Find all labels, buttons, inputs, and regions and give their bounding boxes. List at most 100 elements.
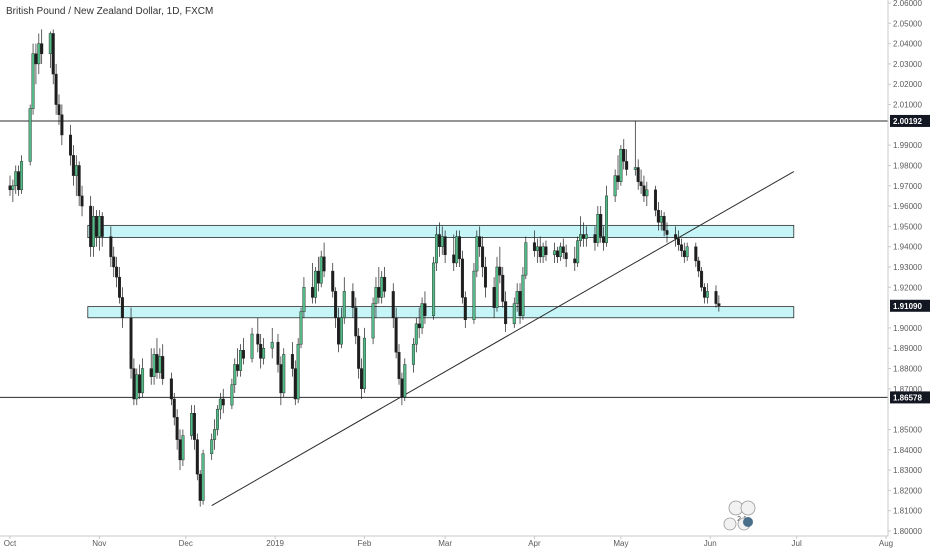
candle xyxy=(40,29,44,64)
candle xyxy=(633,120,637,176)
candle-body xyxy=(109,236,113,258)
candle-body xyxy=(115,266,119,278)
candle xyxy=(158,348,162,379)
candle xyxy=(319,250,323,288)
candle xyxy=(613,169,617,203)
candle-body xyxy=(653,189,657,211)
candle-body xyxy=(31,53,35,109)
candle-body xyxy=(495,266,499,308)
candle-body xyxy=(201,453,205,501)
y-tick-label: 1.81000 xyxy=(893,507,922,516)
candle-body xyxy=(512,303,516,325)
candle-body xyxy=(515,291,519,304)
price-tag-label: 1.86578 xyxy=(893,393,922,402)
candle-body xyxy=(411,343,415,365)
x-tick-label: Feb xyxy=(358,539,372,548)
widget-bottom-left-icon[interactable] xyxy=(723,517,737,531)
candle xyxy=(403,358,407,402)
y-tick-label: 1.84000 xyxy=(893,446,922,455)
trendline-layer xyxy=(211,171,795,507)
candle-body xyxy=(538,246,542,258)
candle xyxy=(270,327,274,359)
candle xyxy=(642,175,646,203)
candle xyxy=(616,155,620,190)
zone-2[interactable] xyxy=(87,306,795,319)
x-tick-label: Oct xyxy=(4,539,17,548)
candle-body xyxy=(483,266,487,288)
candle xyxy=(495,256,499,312)
candle xyxy=(377,267,381,304)
candle xyxy=(11,179,15,203)
candle xyxy=(57,94,61,125)
candle xyxy=(380,271,384,304)
y-tick-label: 1.92000 xyxy=(893,283,922,292)
y-tick-label: 1.85000 xyxy=(893,425,922,434)
candle xyxy=(89,195,93,257)
candle xyxy=(472,262,476,324)
candle xyxy=(584,226,588,247)
candle xyxy=(677,230,681,251)
y-tick-label: 1.93000 xyxy=(893,263,922,272)
candle-body xyxy=(437,234,441,247)
trendline[interactable] xyxy=(211,171,795,507)
candle xyxy=(360,358,364,399)
indicator-widget[interactable]: 2 1 xyxy=(723,500,756,531)
candle-body xyxy=(434,234,438,264)
candle xyxy=(17,165,21,196)
candle-body xyxy=(613,175,617,197)
price-tag-bg xyxy=(890,114,930,127)
candle-body xyxy=(97,216,101,237)
candle-body xyxy=(256,333,260,345)
candle xyxy=(115,256,119,288)
candle-body xyxy=(92,216,96,247)
candle-body xyxy=(518,291,522,316)
candle xyxy=(311,262,315,304)
candle-body xyxy=(362,337,366,390)
candle xyxy=(460,250,464,304)
horizontal-lines-layer xyxy=(0,120,888,398)
candle xyxy=(521,267,525,320)
candle xyxy=(656,202,660,231)
candle xyxy=(97,210,101,251)
candle xyxy=(230,378,234,410)
widget-top-right-icon[interactable] xyxy=(740,500,756,516)
candle-body xyxy=(604,195,608,243)
candle xyxy=(51,29,55,85)
candles-layer xyxy=(8,29,721,507)
widget-bottom-right-icon[interactable] xyxy=(743,517,753,527)
candle xyxy=(518,283,522,324)
candle xyxy=(576,236,580,267)
candle xyxy=(394,307,398,359)
candle xyxy=(239,344,243,377)
candle xyxy=(337,307,341,353)
candle xyxy=(28,104,32,166)
candle-body xyxy=(694,246,698,262)
candle xyxy=(100,212,104,247)
candle-body xyxy=(11,185,15,191)
y-tick-label: 1.87000 xyxy=(893,385,922,394)
candle-body xyxy=(400,378,404,398)
candle-body xyxy=(155,354,159,373)
candle xyxy=(138,364,142,399)
candle-body xyxy=(504,301,508,325)
candle-body xyxy=(37,43,41,65)
candle xyxy=(440,226,444,255)
y-tick-label: 2.04000 xyxy=(893,40,922,49)
candle xyxy=(714,285,718,308)
candle xyxy=(132,358,136,406)
candle-body xyxy=(593,234,597,243)
candle-body xyxy=(642,185,646,197)
candle-body xyxy=(28,108,32,162)
candle xyxy=(149,348,153,385)
candle xyxy=(700,267,704,292)
y-tick-label: 1.99000 xyxy=(893,141,922,150)
zones-layer xyxy=(87,224,795,319)
candle xyxy=(622,139,626,170)
candle-body xyxy=(230,384,234,406)
candle-body xyxy=(141,368,145,394)
candle-body xyxy=(158,356,162,373)
candle xyxy=(201,449,205,505)
candle-body xyxy=(564,252,568,260)
candle xyxy=(342,277,346,324)
